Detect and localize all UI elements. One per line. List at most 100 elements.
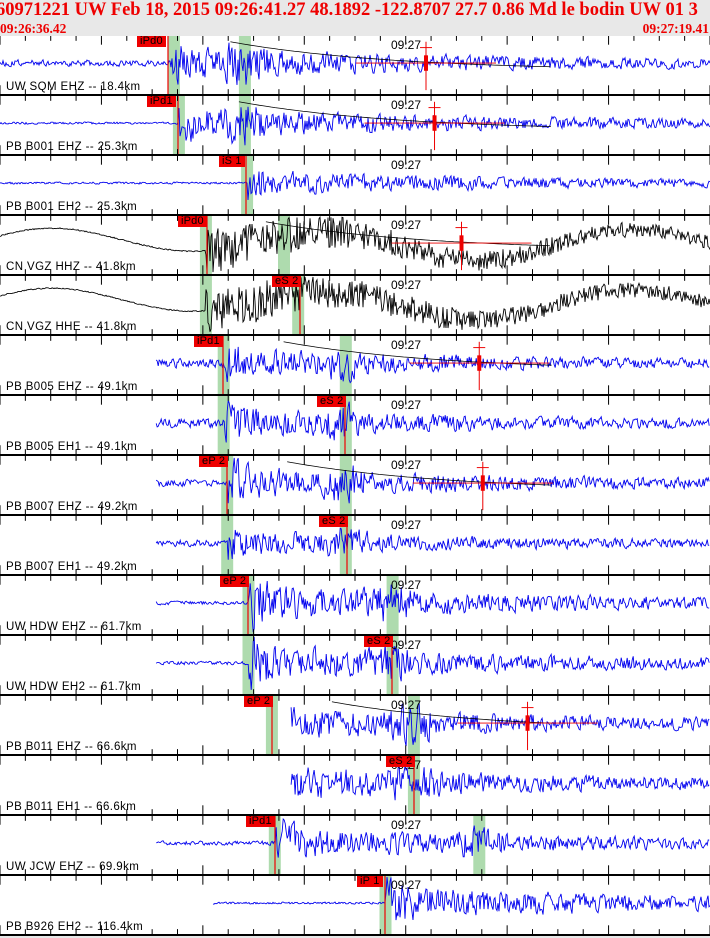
trace-panel[interactable]: PB B926 EH2 -- 116.4km 09:27 iP 1 <box>0 876 710 936</box>
axis-time-label: 09:27 <box>391 638 422 652</box>
axis-time-label: 09:27 <box>391 578 422 592</box>
trace-panel[interactable]: PB B011 EHZ -- 66.6km 09:27 eP 2 <box>0 696 710 756</box>
trace-panel[interactable]: UW SQM EHZ -- 18.4km 09:27 iPd0 <box>0 36 710 96</box>
trace-panel[interactable]: PB B005 EHZ -- 49.1km 09:27 iPd1 <box>0 336 710 396</box>
phase-pick-label[interactable]: iPd0 <box>178 216 207 227</box>
axis-time-label: 09:27 <box>391 158 422 172</box>
trace-panel[interactable]: UW JCW EHZ -- 69.9km 09:27 iPd1 <box>0 816 710 876</box>
waveform-trace <box>290 702 710 747</box>
station-channel-label: PB B005 EHZ -- 49.1km <box>6 381 138 393</box>
amplitude-marker[interactable] <box>356 41 496 91</box>
waveform-trace <box>290 763 710 801</box>
trace-panel-stack[interactable]: UW SQM EHZ -- 18.4km 09:27 iPd0 PB B001 EHZ… <box>0 36 710 938</box>
predicted-arrival-band <box>339 516 352 574</box>
phase-pick-label[interactable]: iPd1 <box>194 336 223 347</box>
station-channel-label: PB B005 EH1 -- 49.1km <box>6 441 138 453</box>
amplitude-marker[interactable] <box>457 701 598 751</box>
trace-panel[interactable]: UW HDW EH2 -- 61.7km 09:27 eS 2 <box>0 636 710 696</box>
axis-time-label: 09:27 <box>391 818 422 832</box>
trace-canvas <box>0 756 710 814</box>
station-channel-label: PB B011 EHZ -- 66.6km <box>6 741 137 753</box>
trace-canvas <box>0 156 710 214</box>
trace-panel[interactable]: PB B005 EH1 -- 49.1km 09:27 eS 2 <box>0 396 710 456</box>
amplitude-marker[interactable] <box>391 221 532 271</box>
station-channel-label: UW HDW EH2 -- 61.7km <box>6 681 142 693</box>
station-channel-label: PB B011 EH1 -- 66.6km <box>6 801 137 813</box>
window-end-time: 09:27:19.41 <box>642 21 709 36</box>
phase-pick-label[interactable]: eP 2 <box>244 696 274 707</box>
trace-panel[interactable]: PB B007 EHZ -- 49.2km 09:27 eP 2 <box>0 456 710 516</box>
waveform-trace <box>155 457 710 504</box>
trace-canvas <box>0 696 710 754</box>
waveform-trace <box>0 216 710 273</box>
predicted-arrival-band <box>199 216 212 274</box>
axis-time-label: 09:27 <box>391 878 422 892</box>
axis-time-label: 09:27 <box>391 518 422 532</box>
phase-pick-label[interactable]: eS 2 <box>319 516 349 527</box>
phase-pick-label[interactable]: iPd1 <box>147 96 176 107</box>
station-channel-label: PB B007 EH1 -- 49.2km <box>6 561 138 573</box>
phase-pick-label[interactable]: eS 2 <box>272 276 302 287</box>
trace-canvas <box>0 36 710 94</box>
coda-decay-curve <box>265 221 550 247</box>
amplitude-marker[interactable] <box>409 341 550 391</box>
trace-panel[interactable]: PB B001 EHZ -- 25.3km 09:27 iPd1 <box>0 96 710 156</box>
station-channel-label: PB B001 EHZ -- 25.3km <box>6 141 138 153</box>
trace-canvas <box>0 216 710 274</box>
station-channel-label: CN VGZ HHZ -- 41.8km <box>6 261 137 273</box>
phase-pick-label[interactable]: eS 2 <box>364 636 394 647</box>
trace-panel[interactable]: CN VGZ HHZ -- 41.8km 09:27 iPd0 <box>0 216 710 276</box>
trace-canvas <box>0 336 710 394</box>
waveform-trace <box>0 42 710 85</box>
phase-pick-label[interactable]: iP 1 <box>357 876 383 887</box>
trace-panel[interactable]: PB B001 EH2 -- 25.3km 09:27 iS 1 <box>0 156 710 216</box>
trace-panel[interactable]: UW HDW EHZ -- 61.7km 09:27 eP 2 <box>0 576 710 636</box>
trace-canvas <box>0 876 710 934</box>
trace-canvas <box>0 516 710 574</box>
amplitude-marker[interactable] <box>412 461 553 511</box>
coda-decay-curve <box>331 701 552 724</box>
axis-time-label: 09:27 <box>391 698 422 712</box>
station-channel-label: UW HDW EHZ -- 61.7km <box>6 621 142 633</box>
waveform-trace <box>155 580 710 633</box>
trace-canvas <box>0 456 710 514</box>
trace-panel[interactable]: PB B007 EH1 -- 49.2km 09:27 eS 2 <box>0 516 710 576</box>
trace-canvas <box>0 636 710 694</box>
time-range-bar: 09:26:36.42 09:27:19.41 <box>0 21 710 36</box>
trace-panel[interactable]: CN VGZ HHE -- 41.8km 09:27 eS 2 <box>0 276 710 336</box>
axis-time-label: 09:27 <box>391 98 422 112</box>
coda-decay-curve <box>238 101 551 127</box>
waveform-trace <box>0 276 710 332</box>
amplitude-marker[interactable] <box>364 101 505 151</box>
axis-time-label: 09:27 <box>391 278 422 292</box>
waveform-trace <box>0 106 710 146</box>
station-channel-label: CN VGZ HHE -- 41.8km <box>6 321 137 333</box>
waveform-trace <box>156 817 710 858</box>
axis-time-label: 09:27 <box>391 38 422 52</box>
waveform-trace <box>155 636 710 690</box>
phase-pick-label[interactable]: eP 2 <box>220 576 250 587</box>
trace-canvas <box>0 96 710 154</box>
phase-pick-label[interactable]: eS 2 <box>386 756 416 767</box>
phase-pick-label[interactable]: iS 1 <box>219 156 245 167</box>
waveform-trace <box>155 527 710 560</box>
event-header-line: 60971221 UW Feb 18, 2015 09:26:41.27 48.… <box>0 0 698 20</box>
phase-pick-label[interactable]: eS 2 <box>317 396 347 407</box>
station-channel-label: UW JCW EHZ -- 69.9km <box>6 861 140 873</box>
phase-pick-label[interactable]: iPd1 <box>246 816 275 827</box>
waveform-trace <box>155 346 710 384</box>
phase-pick-label[interactable]: iPd0 <box>137 36 166 47</box>
station-channel-label: UW SQM EHZ -- 18.4km <box>6 81 141 93</box>
station-channel-label: PB B001 EH2 -- 25.3km <box>6 201 138 213</box>
station-channel-label: PB B007 EHZ -- 49.2km <box>6 501 138 513</box>
axis-time-label: 09:27 <box>391 218 422 232</box>
predicted-arrival-band <box>167 36 180 94</box>
waveform-trace <box>0 170 710 201</box>
predicted-arrival-band <box>199 276 212 334</box>
predicted-arrival-band <box>292 276 305 334</box>
waveform-trace <box>212 876 710 921</box>
axis-time-label: 09:27 <box>391 338 422 352</box>
phase-pick-label[interactable]: eP 2 <box>199 456 229 467</box>
